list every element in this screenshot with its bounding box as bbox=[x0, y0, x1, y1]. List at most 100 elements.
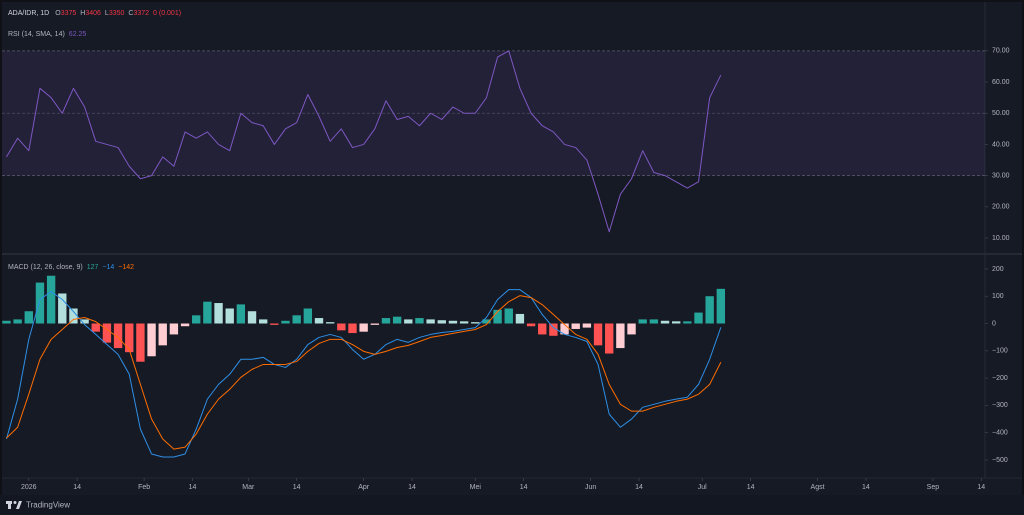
x-tick-label: 14 bbox=[747, 484, 755, 491]
y-tick-label: 30.00 bbox=[992, 172, 1010, 179]
histogram-bar bbox=[616, 323, 625, 349]
ohlc-value: 3350 bbox=[109, 10, 125, 17]
x-tick-label: 14 bbox=[408, 484, 416, 491]
histogram-bar bbox=[593, 323, 603, 346]
x-tick-label: 14 bbox=[520, 484, 528, 491]
y-tick-label: 60.00 bbox=[992, 79, 1010, 86]
histogram-bar bbox=[80, 319, 89, 324]
x-tick-label: Agst bbox=[811, 484, 825, 491]
histogram-bar bbox=[247, 311, 257, 324]
x-tick-label: 14 bbox=[73, 484, 81, 491]
histogram-bar bbox=[560, 323, 569, 335]
histogram-bar bbox=[236, 304, 246, 324]
logo-part bbox=[8, 504, 11, 509]
histogram-bar bbox=[649, 319, 659, 324]
histogram-bar bbox=[370, 323, 379, 325]
brand: TradingView bbox=[26, 501, 70, 510]
x-tick-label: Jul bbox=[698, 484, 707, 491]
x-tick-label: 2026 bbox=[21, 484, 37, 491]
histogram-bar bbox=[683, 321, 692, 324]
histogram-bar bbox=[158, 323, 167, 346]
legend-value: −14 bbox=[102, 264, 114, 271]
histogram-bar bbox=[102, 323, 112, 343]
ohlc-label: O bbox=[55, 10, 61, 17]
logo-part bbox=[13, 501, 17, 504]
y-tick-label: 0 bbox=[992, 320, 996, 327]
histogram-bar bbox=[203, 301, 212, 324]
histogram-bar bbox=[504, 308, 513, 324]
histogram-bar bbox=[493, 309, 502, 324]
ohlc-value: 3375 bbox=[61, 10, 77, 17]
y-tick-label: 20.00 bbox=[992, 204, 1010, 211]
x-tick-label: Mei bbox=[470, 484, 482, 491]
histogram-bar bbox=[281, 320, 290, 324]
ohlc-value: 3372 bbox=[133, 10, 149, 17]
chart-area bbox=[2, 2, 1022, 495]
histogram-bar bbox=[13, 319, 22, 324]
y-tick-label: −300 bbox=[992, 402, 1008, 409]
y-tick-label: −400 bbox=[992, 430, 1008, 437]
histogram-bar bbox=[225, 308, 234, 324]
histogram-bar bbox=[2, 320, 11, 324]
histogram-bar bbox=[459, 321, 469, 324]
histogram-bar bbox=[627, 323, 636, 335]
ohlc-value: 3406 bbox=[85, 10, 101, 17]
x-tick-label: 14 bbox=[293, 484, 301, 491]
series-line bbox=[6, 50, 722, 233]
histogram-bar bbox=[113, 323, 123, 349]
y-tick-label: 50.00 bbox=[992, 110, 1010, 117]
histogram-bar bbox=[437, 320, 446, 324]
histogram-bar bbox=[24, 311, 33, 324]
legend-value: 62.25 bbox=[69, 31, 87, 38]
histogram-bar bbox=[571, 323, 580, 329]
y-tick-label: −100 bbox=[992, 348, 1008, 355]
x-tick-label: Jun bbox=[585, 484, 596, 491]
histogram-bar bbox=[660, 320, 670, 324]
histogram-bar bbox=[471, 322, 480, 324]
histogram-bar bbox=[705, 296, 714, 324]
histogram-bar bbox=[381, 318, 391, 324]
x-tick-label: Apr bbox=[358, 484, 370, 491]
histogram-bar bbox=[325, 322, 335, 324]
ohlc-label: L bbox=[105, 10, 109, 17]
histogram-bar bbox=[91, 323, 100, 332]
pane: 70.00 60.00 50.00 40.00 30.00 20.00 10.00 RSI (… bbox=[2, 31, 1010, 242]
histogram-bar bbox=[482, 319, 491, 324]
ohlc-label: C bbox=[128, 10, 133, 17]
histogram-bar bbox=[448, 320, 458, 324]
legend-value: 127 bbox=[87, 264, 99, 271]
histogram-bar bbox=[716, 288, 726, 324]
pane: 200 100 0 −100 −200 −300 −400 −500 2026 14 Feb 14 Ma… bbox=[2, 264, 1008, 491]
histogram-bar bbox=[136, 323, 145, 362]
histogram-bar bbox=[58, 293, 67, 324]
histogram-bar bbox=[359, 323, 368, 332]
y-tick-label: 200 bbox=[992, 266, 1004, 273]
series-line bbox=[5, 289, 722, 458]
histogram-bar bbox=[337, 323, 346, 331]
x-tick-label: Mar bbox=[242, 484, 255, 491]
x-tick-label: 14 bbox=[189, 484, 197, 491]
histogram-bar bbox=[605, 323, 614, 354]
histogram-bar bbox=[415, 318, 424, 324]
logo-part bbox=[6, 501, 12, 504]
series-line bbox=[6, 295, 722, 450]
legend: MACD (12, 26, close, 9) 127 −14 −142 bbox=[8, 264, 134, 271]
histogram-bar bbox=[259, 319, 268, 324]
histogram-bar bbox=[192, 315, 201, 324]
histogram-bar bbox=[169, 323, 179, 335]
histogram-bar bbox=[214, 303, 223, 324]
legend-name: RSI (14, SMA, 14) bbox=[8, 31, 65, 38]
histogram-bar bbox=[671, 321, 681, 324]
histogram-bar bbox=[694, 312, 703, 324]
histogram-bar bbox=[582, 323, 592, 328]
histogram-bar bbox=[46, 275, 56, 324]
symbol: ADA/IDR, 1D bbox=[8, 10, 49, 17]
y-tick-label: 40.00 bbox=[992, 141, 1010, 148]
logo-part bbox=[16, 501, 22, 509]
x-tick-label: Sep bbox=[927, 484, 940, 491]
y-tick-label: −500 bbox=[992, 457, 1008, 464]
histogram-bar bbox=[303, 308, 313, 324]
header: ADA/IDR, 1D O3375 H3406 L3350 C3372 0 (0.001) bbox=[8, 10, 181, 17]
y-tick-label: 100 bbox=[992, 293, 1004, 300]
